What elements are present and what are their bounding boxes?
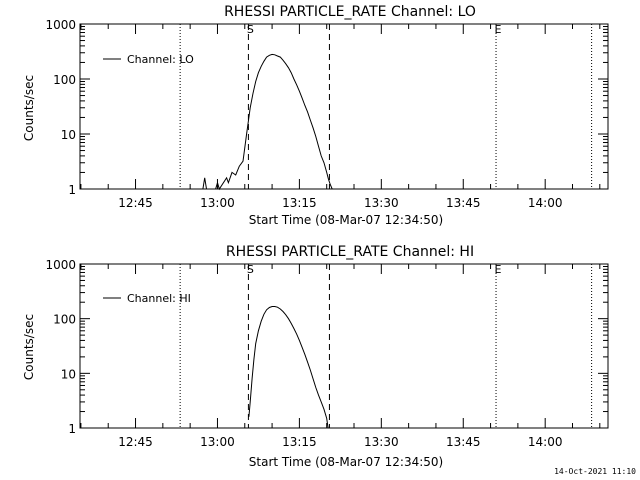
y-tick-label: 1000: [45, 258, 76, 272]
time-marker-label: E: [495, 263, 502, 276]
y-axis-title: Counts/sec: [22, 314, 36, 380]
y-axis-title: Counts/sec: [22, 75, 36, 141]
x-tick-label: 13:45: [446, 196, 481, 210]
x-tick-label: 13:15: [282, 435, 317, 449]
y-tick-label: 100: [53, 73, 76, 87]
plot-frame: [79, 23, 609, 190]
x-axis-title: Start Time (08-Mar-07 12:34:50): [249, 213, 443, 227]
chart-panel-lo: RHESSI PARTICLE_RATE Channel: LO Start T…: [22, 4, 609, 227]
time-marker-label: E: [495, 23, 502, 36]
x-tick-label: 13:15: [282, 196, 317, 210]
y-tick-label: 1000: [45, 18, 76, 32]
series-line: [202, 53, 333, 191]
x-tick-label: 12:45: [118, 196, 153, 210]
chart-panel-hi: RHESSI PARTICLE_RATE Channel: HI Start T…: [22, 244, 609, 469]
x-tick-label: 14:00: [528, 435, 563, 449]
x-tick-label: 13:00: [200, 435, 235, 449]
x-tick-label: 14:00: [528, 196, 563, 210]
plot-frame: [79, 263, 609, 429]
chart-title: RHESSI PARTICLE_RATE Channel: LO: [224, 4, 476, 20]
y-tick-label: 10: [61, 128, 76, 142]
y-tick-label: 10: [61, 367, 76, 381]
y-tick-label: 100: [53, 313, 76, 327]
time-marker-label: S: [247, 23, 254, 36]
x-axis-title: Start Time (08-Mar-07 12:34:50): [249, 455, 443, 469]
footer-timestamp: 14-Oct-2021 11:10: [554, 467, 636, 476]
y-tick-label: 1: [68, 422, 76, 436]
x-tick-label: 12:45: [118, 435, 153, 449]
x-tick-label: 13:45: [446, 435, 481, 449]
series-line: [248, 306, 329, 429]
x-tick-label: 13:30: [364, 196, 399, 210]
y-tick-label: 1: [68, 183, 76, 197]
legend-label: Channel: LO: [127, 53, 194, 66]
chart-title: RHESSI PARTICLE_RATE Channel: HI: [226, 244, 474, 260]
time-marker-label: S: [247, 263, 254, 276]
x-tick-label: 13:30: [364, 435, 399, 449]
legend-label: Channel: HI: [127, 292, 191, 305]
x-tick-label: 13:00: [200, 196, 235, 210]
